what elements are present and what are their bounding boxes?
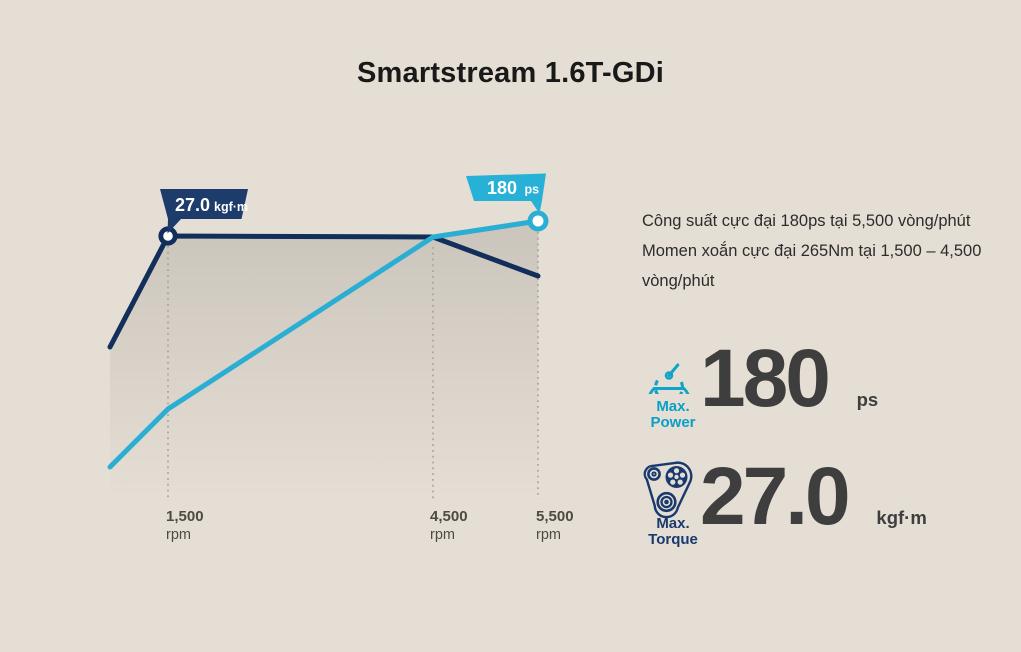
torque-badge [160,189,248,234]
power-badge [466,173,546,214]
tick-1500-unit: rpm [166,527,191,543]
tick-4500-value: 4,500 [430,508,468,525]
torque-badge-unit: kgf·m [214,200,248,214]
max-power-value: 180 ps [700,338,878,420]
description: Công suất cực đại 180ps tại 5,500 vòng/p… [642,206,982,296]
torque-badge-value: 27.0 [175,195,210,215]
tick-5500-value: 5,500 [536,508,574,525]
max-torque-label-line1: Max. [656,515,690,532]
max-power-unit: ps [856,389,879,410]
timing-belt-icon [643,461,693,518]
description-line-2: Momen xoắn cực đại 265Nm tại 1,500 – 4,5… [642,242,982,260]
max-power-label-line1: Max. [656,398,690,415]
max-power-stat: Max. Power 180 ps [640,338,980,450]
max-power-number: 180 [700,333,831,424]
chart-area-fill [110,221,538,497]
power-badge-value: 180 [487,178,517,198]
max-torque-stat: Max. Torque 27.0 kgf·m [640,456,980,568]
power-badge-unit: ps [525,183,540,197]
power-curve [107,218,541,470]
torque-curve [107,233,541,350]
max-torque-unit: kgf·m [876,507,927,528]
max-torque-value: 27.0 kgf·m [700,456,927,538]
description-line-3: vòng/phút [642,272,715,290]
tick-5500-unit: rpm [536,527,561,543]
max-torque-number: 27.0 [700,451,851,542]
speedometer-icon [648,363,690,394]
max-power-label: Max. Power [638,399,708,431]
max-torque-label-line2: Torque [648,531,698,548]
max-torque-label: Max. Torque [638,516,708,548]
tick-4500-unit: rpm [430,527,455,543]
tick-1500-value: 1,500 [166,508,204,525]
page-title: Smartstream 1.6T-GDi [356,57,664,89]
description-line-1: Công suất cực đại 180ps tại 5,500 vòng/p… [642,212,971,230]
power-peak-marker [527,210,549,232]
max-power-label-line2: Power [650,414,696,431]
